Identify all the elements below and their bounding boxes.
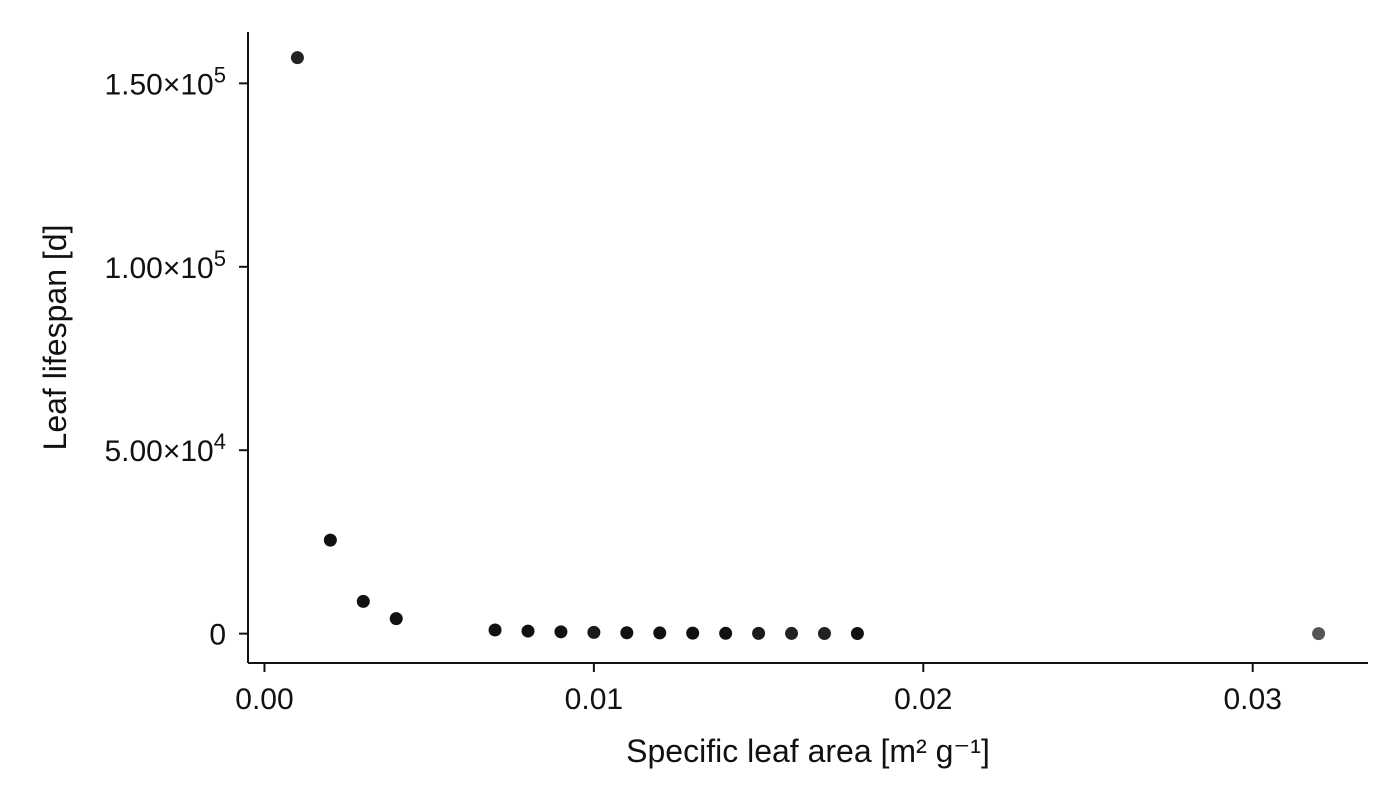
data-point: [752, 626, 766, 640]
y-tick-label: 0: [209, 619, 226, 652]
data-point: [620, 626, 634, 640]
x-tick-label: 0.00: [235, 683, 293, 716]
data-point: [290, 51, 304, 65]
data-point: [521, 624, 535, 638]
x-tick-label: 0.03: [1224, 683, 1282, 716]
y-tick-label: 5.00×104: [104, 429, 226, 468]
x-tick-label: 0.01: [565, 683, 623, 716]
y-tick-label: 1.50×105: [104, 62, 226, 101]
data-point: [817, 626, 831, 640]
data-point: [488, 623, 502, 637]
data-point: [850, 627, 864, 641]
data-point: [686, 626, 700, 640]
x-tick-label: 0.02: [894, 683, 952, 716]
y-axis-ticks: 0 5.00×104 1.00×105 1.50×105: [104, 62, 248, 652]
data-point: [323, 533, 337, 547]
data-point: [389, 612, 403, 626]
data-point: [587, 625, 601, 639]
x-axis-ticks: 0.00 0.01 0.02 0.03: [235, 663, 1282, 716]
data-point: [785, 626, 799, 640]
data-point: [356, 594, 370, 608]
data-point: [719, 626, 733, 640]
data-point: [554, 625, 568, 639]
data-point: [653, 626, 667, 640]
y-tick-label: 1.00×105: [104, 246, 226, 285]
points-layer: [290, 51, 1326, 641]
data-point: [1312, 627, 1326, 641]
y-axis-title: Leaf lifespan [d]: [37, 225, 73, 451]
x-axis-title: Specific leaf area [m² g⁻¹]: [626, 733, 990, 769]
